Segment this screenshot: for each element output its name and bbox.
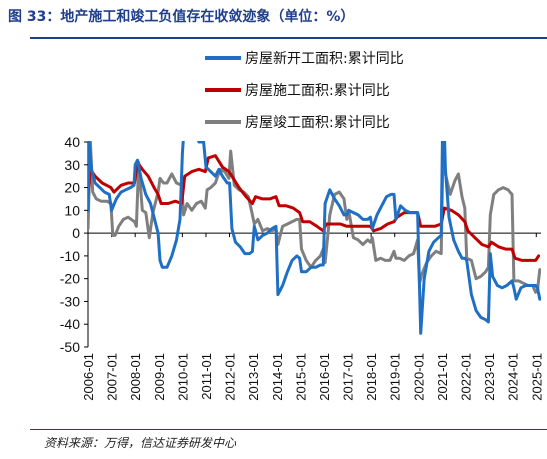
y-tick-label: 20	[64, 180, 80, 196]
x-tick-label: 2018-01	[364, 353, 379, 401]
x-tick-label: 2011-01	[199, 353, 214, 400]
x-tick-label: 2013-01	[246, 353, 261, 401]
x-tick-label: 2017-01	[341, 353, 356, 401]
y-tick-label: 40	[64, 134, 80, 150]
y-tick-label: 30	[64, 157, 80, 173]
y-tick-label: -10	[60, 248, 80, 264]
legend-label: 房屋施工面积:累计同比	[245, 83, 390, 99]
x-tick-label: 2014-01	[270, 353, 285, 401]
x-tick-label: 2024-01	[506, 353, 521, 401]
y-tick-label: -20	[60, 271, 80, 287]
x-tick-label: 2021-01	[435, 353, 450, 401]
y-tick-label: 10	[64, 202, 80, 218]
chart-axes: -50 -40 -30 -20 -10 0 10 20 30 40 2006-01 2007-01 20…	[60, 134, 545, 401]
x-tick-label: 2008-01	[128, 353, 143, 401]
y-tick-label: -30	[60, 293, 80, 309]
footer-rule	[30, 429, 547, 430]
line-chart: -50 -40 -30 -20 -10 0 10 20 30 40 2006-01 2007-01 20…	[60, 51, 545, 401]
x-tick-label: 2015-01	[293, 353, 308, 401]
x-tick-label: 2006-01	[81, 353, 96, 401]
y-tick-label: -50	[60, 339, 80, 355]
x-tick-label: 2009-01	[152, 353, 167, 401]
legend-label: 房屋竣工面积:累计同比	[245, 115, 390, 131]
chart-title: 图 33：地产施工和竣工负值存在收敛迹象（单位：%）	[8, 9, 355, 25]
x-tick-label: 2016-01	[317, 353, 332, 401]
x-tick-label: 2025-01	[529, 353, 544, 401]
legend-label: 房屋新开工面积:累计同比	[245, 51, 404, 67]
series-line-2	[88, 154, 541, 262]
series-line-3	[88, 141, 541, 294]
x-tick-label: 2010-01	[175, 353, 190, 401]
x-tick-label: 2023-01	[482, 353, 497, 401]
y-tick-label: 0	[72, 225, 80, 241]
x-tick-label: 2022-01	[459, 353, 474, 401]
x-tick-label: 2019-01	[388, 353, 403, 401]
series-line-1	[88, 141, 541, 335]
y-tick-label: -40	[60, 316, 80, 332]
x-tick-label: 2012-01	[223, 353, 238, 401]
x-tick-label: 2020-01	[411, 353, 426, 401]
x-tick-label: 2007-01	[105, 353, 120, 401]
source-note: 资料来源：万得，信达证券研发中心	[44, 436, 237, 450]
chart-series	[88, 141, 541, 335]
title-rule	[30, 37, 547, 39]
